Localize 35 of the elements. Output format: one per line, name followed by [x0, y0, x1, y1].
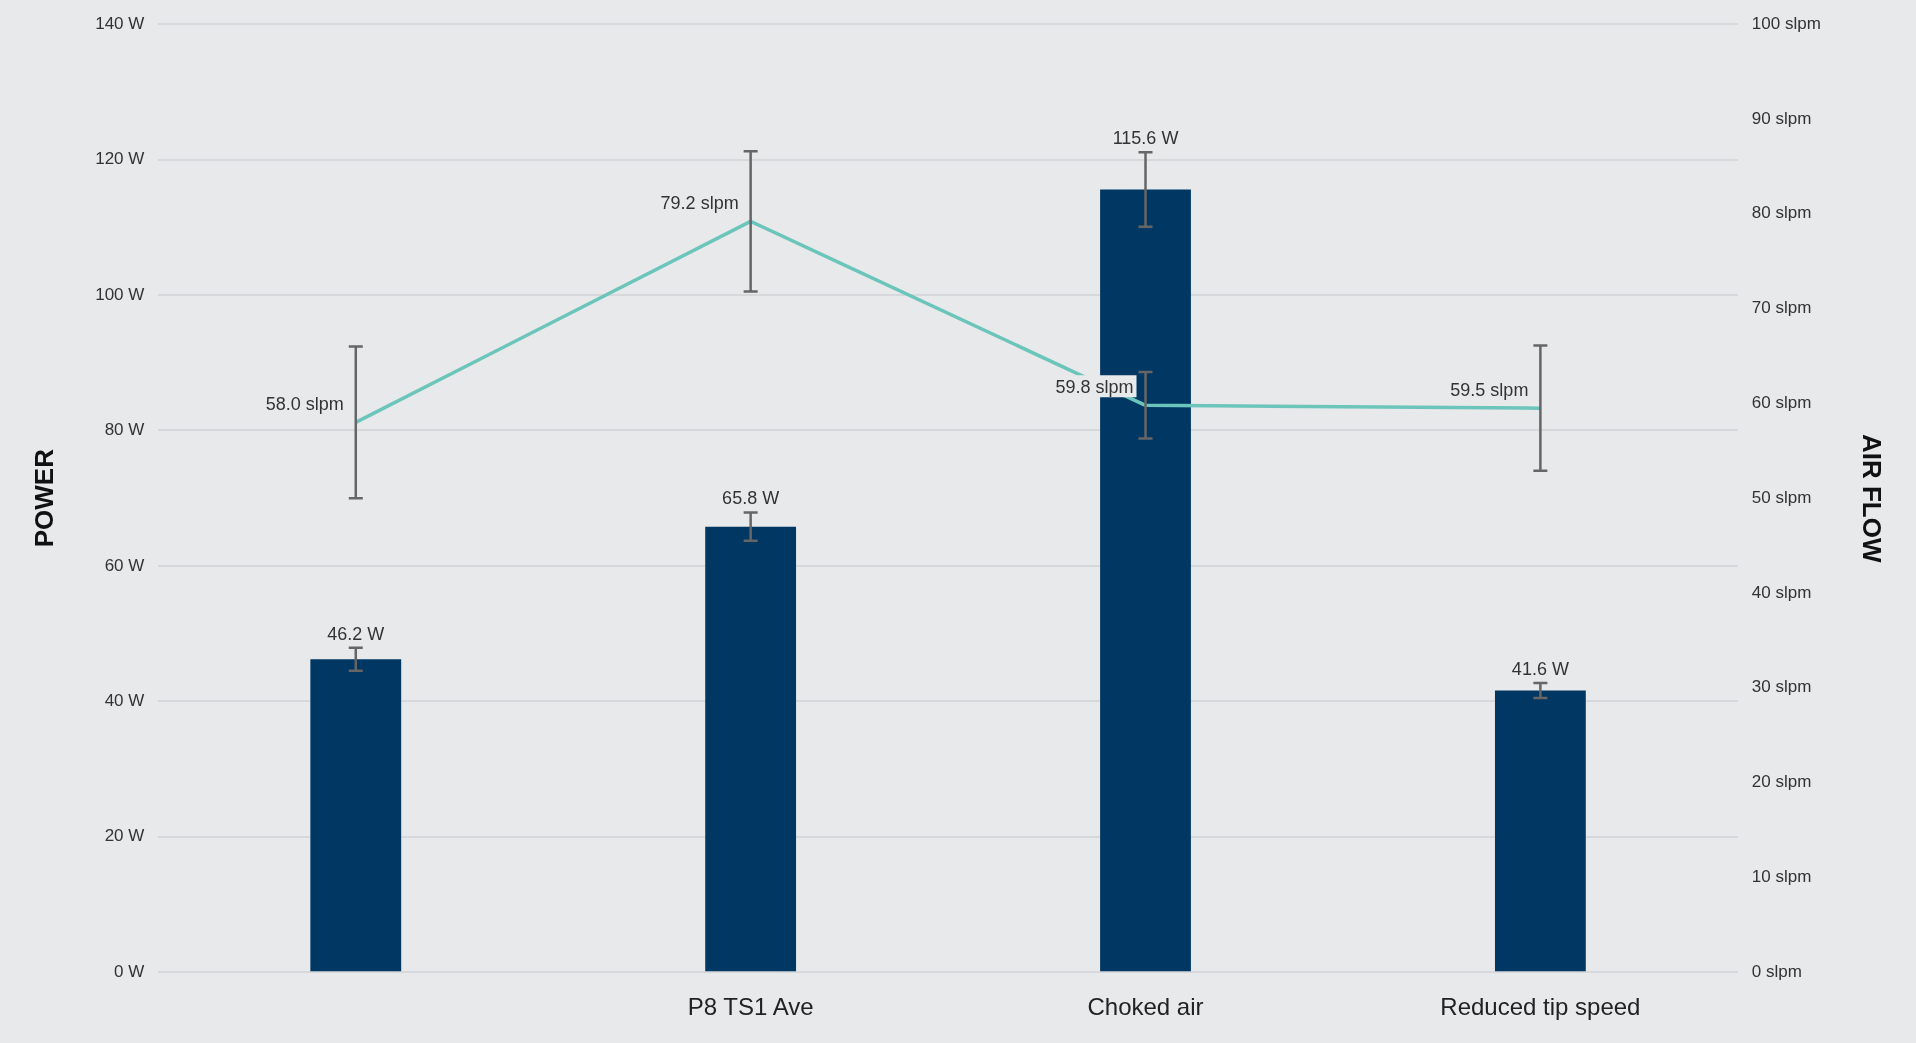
y-tick-label: 120 W — [95, 149, 145, 169]
y2-tick-label: 60 slpm — [1751, 393, 1812, 413]
data-label: 58.0 slpm — [265, 394, 344, 415]
data-label: 59.8 slpm — [1055, 377, 1134, 398]
bar — [705, 526, 797, 972]
x-tick-label: Reduced tip speed — [1440, 993, 1641, 1021]
data-label: 59.5 slpm — [1450, 380, 1529, 401]
bar — [1494, 690, 1586, 972]
y2-tick-label: 90 slpm — [1751, 108, 1812, 128]
bar — [310, 659, 402, 972]
y2-tick-label: 0 slpm — [1751, 961, 1802, 981]
y-tick-label: 20 W — [104, 826, 145, 846]
data-label: 65.8 W — [722, 488, 780, 509]
y-tick-label: 80 W — [104, 420, 145, 440]
data-label: 115.6 W — [1112, 128, 1179, 149]
y2-tick-label: 40 slpm — [1751, 582, 1812, 602]
x-tick-label: Choked air — [1087, 993, 1204, 1021]
data-label: 79.2 slpm — [660, 193, 739, 214]
y-tick-label: 140 W — [95, 13, 145, 33]
data-label: 46.2 W — [327, 623, 385, 644]
y2-tick-label: 20 slpm — [1751, 772, 1812, 792]
x-tick-label: P8 TS1 Ave — [687, 993, 814, 1021]
y2-tick-label: 30 slpm — [1751, 677, 1812, 697]
data-label: 41.6 W — [1511, 659, 1569, 680]
y2-tick-label: 70 slpm — [1751, 298, 1812, 318]
y-tick-label: 100 W — [95, 284, 145, 304]
y-axis-title: POWER — [28, 448, 59, 548]
y2-axis-title: AIR FLOW — [1857, 433, 1888, 563]
y-tick-label: 60 W — [104, 555, 145, 575]
y-tick-label: 0 W — [114, 961, 145, 981]
y2-tick-label: 100 slpm — [1751, 13, 1821, 33]
y2-tick-label: 10 slpm — [1751, 867, 1812, 887]
y2-tick-label: 50 slpm — [1751, 487, 1812, 507]
y-tick-label: 40 W — [104, 691, 145, 711]
y2-tick-label: 80 slpm — [1751, 203, 1812, 223]
